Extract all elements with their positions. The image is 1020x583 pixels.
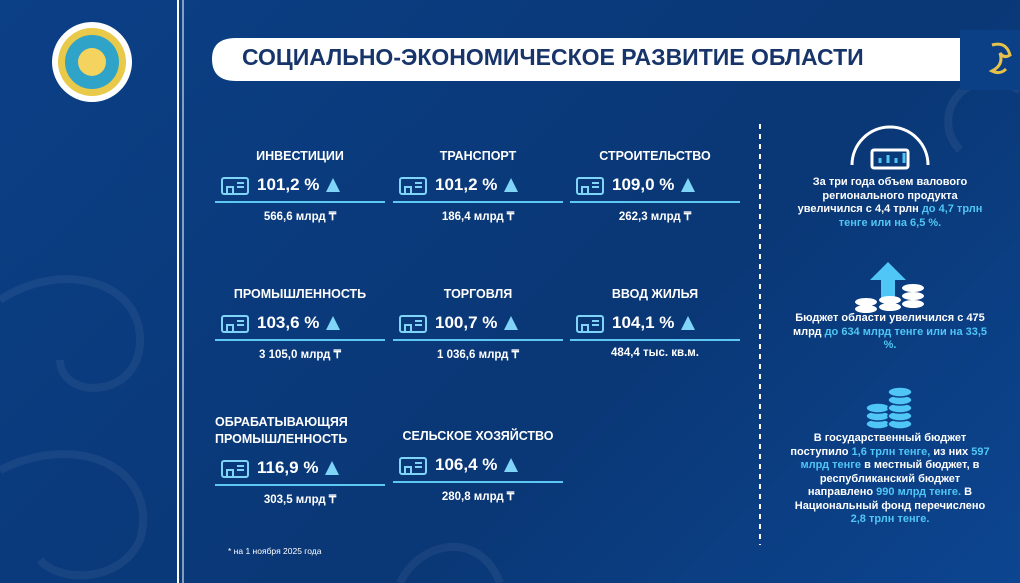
fact-part: За три года объем валового регионального… (797, 176, 968, 215)
fact-part: В Национальный фонд перечислено (794, 486, 986, 512)
fact-part: до 4,7 трлн тенге или на 6,5 %. (838, 203, 983, 229)
fact-text: Бюджет области увеличился с 475 млрд до … (790, 312, 990, 353)
icon (221, 460, 249, 478)
up-marker (326, 178, 341, 192)
fact-part: 2,8 трлн тенге. (850, 513, 930, 525)
indicator-name: ТРАНСПОРТ (439, 149, 517, 163)
up-marker (681, 316, 696, 330)
indicator-card: ПРОМЫШЛЕННОСТЬ 103,6 % 3 105,0 млрд ₸ (215, 286, 385, 361)
indicator-name: ПРОМЫШЛЕННОСТЬ (233, 287, 367, 301)
growth: 109,0 % (612, 175, 675, 194)
icon (399, 457, 427, 475)
fact-part: 597 млрд тенге (800, 445, 990, 472)
indicator-name: СТРОИТЕЛЬСТВО (599, 149, 711, 163)
icon (576, 177, 604, 195)
indicator-row: 106,4 % (393, 453, 563, 483)
amount: 3 105,0 млрд ₸ (259, 349, 341, 361)
indicator-card: ОБРАБАТЫВАЮЩЯЯ ПРОМЫШЛЕННОСТЬ 116,9 % 303,… (215, 414, 385, 506)
growth: 106,4 % (435, 455, 498, 474)
indicator-row: 109,0 % (570, 173, 740, 203)
fact-text: В государственный бюджет поступило 1,6 т… (790, 432, 990, 527)
indicator-card: ТРАНСПОРТ 101,2 % 186,4 млрд ₸ (393, 148, 563, 223)
amount: 1 036,6 млрд ₸ (437, 349, 519, 361)
fact-text: За три года объем валового регионального… (790, 176, 990, 230)
indicator-name: ОБРАБАТЫВАЮЩЯЯ ПРОМЫШЛЕННОСТЬ (215, 415, 348, 446)
fact-part: до 634 млрд тенге или на 33,5 %. (824, 325, 988, 352)
fact-part: 990 млрд тенге. (876, 486, 962, 498)
indicator-card: СТРОИТЕЛЬСТВО 109,0 % 262,3 млрд ₸ (570, 148, 740, 223)
icon (576, 315, 604, 333)
amount: 262,3 млрд ₸ (618, 211, 692, 223)
growth: 101,2 % (435, 175, 498, 194)
footnote: * на 1 ноября 2025 года (228, 546, 322, 556)
icon (399, 315, 427, 333)
growth: 104,1 % (612, 313, 675, 332)
growth: 100,7 % (435, 313, 498, 332)
amount: 484,4 тыс. кв.м. (611, 347, 699, 359)
amount: 303,5 млрд ₸ (263, 494, 337, 506)
indicator-name: ИНВЕСТИЦИИ (256, 149, 344, 163)
amount: 566,6 млрд ₸ (263, 211, 337, 223)
up-marker (325, 461, 340, 475)
indicator-row: 104,1 % (570, 311, 740, 341)
indicator-card: ИНВЕСТИЦИИ 101,2 % 566,6 млрд ₸ (215, 148, 385, 223)
icon (221, 315, 249, 333)
indicator-row: 103,6 % (215, 311, 385, 341)
indicator-row: 101,2 % (393, 173, 563, 203)
icon (399, 177, 427, 195)
growth: 101,2 % (257, 175, 320, 194)
fact-part: в местный бюджет, в республиканский бюдж… (807, 459, 980, 498)
up-marker (326, 316, 341, 330)
indicator-row: 101,2 % (215, 173, 385, 203)
indicator-card: ТОРГОВЛЯ 100,7 % 1 036,6 млрд ₸ (393, 286, 563, 361)
fact-part: Бюджет области увеличился с 475 млрд (792, 312, 985, 338)
indicator-name: СЕЛЬСКОЕ ХОЗЯЙСТВО (402, 429, 554, 443)
fact-part: из них (930, 445, 972, 458)
indicator-name: ВВОД ЖИЛЬЯ (611, 287, 699, 301)
up-marker (504, 316, 519, 330)
indicator-name: ТОРГОВЛЯ (443, 287, 513, 301)
icon (221, 177, 249, 195)
indicator-row: 116,9 % (215, 456, 385, 486)
growth: 103,6 % (257, 313, 320, 332)
indicator-card: СЕЛЬСКОЕ ХОЗЯЙСТВО 106,4 % 280,8 млрд ₸ (393, 428, 563, 503)
fact-part: В государственный бюджет поступило (790, 432, 967, 458)
fact-part: 1,6 трлн тенге, (851, 445, 931, 458)
up-marker (504, 458, 519, 472)
up-marker (504, 178, 519, 192)
up-marker (681, 178, 696, 192)
indicator-row: 100,7 % (393, 311, 563, 341)
amount: 280,8 млрд ₸ (441, 491, 515, 503)
amount: 186,4 млрд ₸ (441, 211, 515, 223)
title: СОЦИАЛЬНО-ЭКОНОМИЧЕСКОЕ РАЗВИТИЕ ОБЛАСТИ (242, 44, 864, 70)
indicator-card: ВВОД ЖИЛЬЯ 104,1 % 484,4 тыс. кв.м. (570, 286, 740, 359)
growth: 116,9 % (257, 458, 319, 477)
